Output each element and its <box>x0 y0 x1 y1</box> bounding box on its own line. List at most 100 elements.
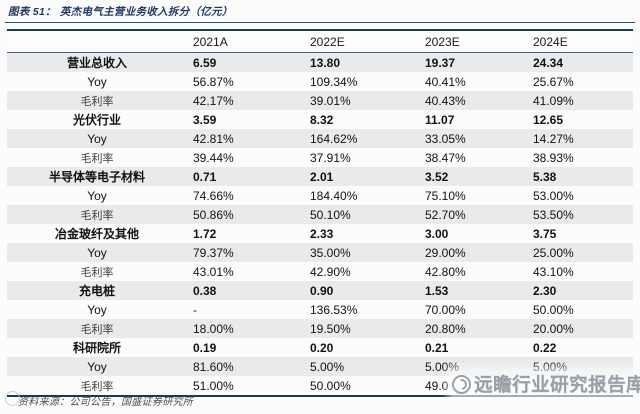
watermark-stamp-icon <box>5 391 20 406</box>
table-row: 充电桩 0.38 0.90 1.53 2.30 <box>7 281 633 300</box>
table-row: Yoy - 136.53% 70.00% 50.00% <box>7 300 633 319</box>
data-cell: 38.93% <box>533 150 574 165</box>
row-label: 毛利率 <box>80 379 114 393</box>
data-cell: 3.00 <box>425 226 449 241</box>
data-cell: 3.52 <box>425 169 449 184</box>
data-cell: 14.27% <box>533 131 574 146</box>
data-cell: 0.19 <box>193 340 217 355</box>
table-row: 半导体等电子材料 0.71 2.01 3.52 5.38 <box>7 167 633 186</box>
table-row: 毛利率 42.17% 39.01% 40.43% 41.09% <box>7 91 633 110</box>
figure-title-text: 英杰电气主营业务收入拆分（亿元） <box>59 6 233 18</box>
data-cell: 25.00% <box>533 245 574 260</box>
data-cell: 136.53% <box>310 302 358 317</box>
row-label: 毛利率 <box>80 94 114 108</box>
table-row: Yoy 42.81% 164.62% 33.05% 14.27% <box>7 129 633 148</box>
source-note: 资料来源：公司公告，国盛证券研究所 <box>5 391 194 408</box>
data-cell: 8.32 <box>310 112 334 127</box>
data-cell: 20.80% <box>425 321 466 336</box>
data-cell: 56.87% <box>193 74 234 89</box>
data-cell: 164.62% <box>310 131 358 146</box>
data-cell: 41.09% <box>533 93 574 108</box>
data-cell: 6.59 <box>193 55 217 70</box>
data-cell: 19.50% <box>310 321 351 336</box>
data-cell: 35.00% <box>310 245 351 260</box>
row-label: Yoy <box>87 74 107 89</box>
data-cell: 42.81% <box>193 131 234 146</box>
row-label: Yoy <box>87 188 107 203</box>
data-cell: 74.66% <box>193 188 234 203</box>
year-column-header: 2024E <box>527 30 633 53</box>
watermark-logo-icon <box>452 374 471 394</box>
data-cell: 184.40% <box>310 188 358 203</box>
data-cell: 18.00% <box>193 321 234 336</box>
table-row: 光伏行业 3.59 8.32 11.07 12.65 <box>7 110 633 129</box>
row-label: 半导体等电子材料 <box>48 170 145 184</box>
row-label-column-header <box>7 30 187 53</box>
table-row: 科研院所 0.19 0.20 0.21 0.22 <box>7 338 633 357</box>
figure-title: 图表 51： 英杰电气主营业务收入拆分（亿元） <box>0 0 640 20</box>
year-column-header: 2023E <box>419 30 527 53</box>
data-cell: 49.0 <box>425 378 449 393</box>
data-cell: 39.44% <box>193 150 234 165</box>
table-row: Yoy 74.66% 184.40% 75.10% 53.00% <box>7 186 633 205</box>
data-cell: 42.80% <box>425 264 466 279</box>
table-row: Yoy 56.87% 109.34% 40.41% 25.67% <box>7 72 633 91</box>
table-header-row: 2021A 2022E 2023E 2024E <box>7 30 633 53</box>
data-cell: 19.37 <box>425 55 456 70</box>
data-cell: 75.10% <box>425 188 466 203</box>
row-label: 毛利率 <box>80 322 114 336</box>
data-cell: 20.00% <box>533 321 574 336</box>
data-cell: 50.86% <box>193 207 234 222</box>
title-divider <box>5 22 635 23</box>
data-cell: 42.17% <box>193 93 234 108</box>
data-cell: 12.65 <box>533 112 564 127</box>
figure-number-label: 图表 51： <box>8 6 56 18</box>
row-label: Yoy <box>87 245 107 260</box>
data-cell: - <box>193 302 197 317</box>
watermark-overlay: 远瞻行业研究报告库 <box>452 371 640 397</box>
row-label: Yoy <box>87 131 107 146</box>
data-cell: 25.67% <box>533 74 574 89</box>
data-cell: 0.21 <box>425 340 449 355</box>
row-label: 科研院所 <box>72 341 121 355</box>
data-cell: 50.00% <box>310 378 351 393</box>
table-row: 冶金玻纤及其他 1.72 2.33 3.00 3.75 <box>7 224 633 243</box>
table-row: 营业总收入 6.59 13.80 19.37 24.34 <box>7 52 633 72</box>
data-cell: 13.80 <box>310 55 341 70</box>
data-cell: 0.22 <box>533 340 557 355</box>
table-row: 毛利率 50.86% 50.10% 52.70% 53.50% <box>7 205 633 224</box>
data-cell: 33.05% <box>425 131 466 146</box>
data-cell: 39.01% <box>310 93 351 108</box>
data-cell: 70.00% <box>425 302 466 317</box>
row-label: 毛利率 <box>80 151 114 165</box>
data-cell: 53.50% <box>533 207 574 222</box>
watermark-text: 远瞻行业研究报告库 <box>474 374 640 395</box>
data-cell: 24.34 <box>533 55 564 70</box>
data-cell: 109.34% <box>310 74 358 89</box>
data-cell: 3.59 <box>193 112 217 127</box>
table-row: 毛利率 43.01% 42.90% 42.80% 43.10% <box>7 262 633 281</box>
data-cell: 42.90% <box>310 264 351 279</box>
data-cell: 1.53 <box>425 283 449 298</box>
data-cell: 5.00% <box>425 359 460 374</box>
data-cell: 38.47% <box>425 150 466 165</box>
table-header: 2021A 2022E 2023E 2024E <box>7 30 633 53</box>
year-column-header: 2021A <box>187 30 304 53</box>
data-cell: 3.75 <box>533 226 557 241</box>
data-cell: 50.00% <box>533 302 574 317</box>
data-cell: 43.01% <box>193 264 234 279</box>
row-label: 毛利率 <box>80 208 114 222</box>
data-cell: 2.30 <box>533 283 557 298</box>
row-label: 冶金玻纤及其他 <box>54 227 139 241</box>
report-figure-page: 图表 51： 英杰电气主营业务收入拆分（亿元） 2021A 2022E 2023E 20… <box>0 0 640 397</box>
data-cell: 5.38 <box>533 169 557 184</box>
source-text: 资料来源：公司公告，国盛证券研究所 <box>18 397 194 408</box>
data-cell: 79.37% <box>193 245 234 260</box>
data-cell: 1.72 <box>193 226 217 241</box>
data-cell: 0.38 <box>193 283 217 298</box>
data-cell: 11.07 <box>425 112 455 127</box>
row-label: 充电桩 <box>78 284 115 298</box>
row-label: 光伏行业 <box>72 113 121 127</box>
data-cell: 37.91% <box>310 150 351 165</box>
data-cell: 52.70% <box>425 207 466 222</box>
